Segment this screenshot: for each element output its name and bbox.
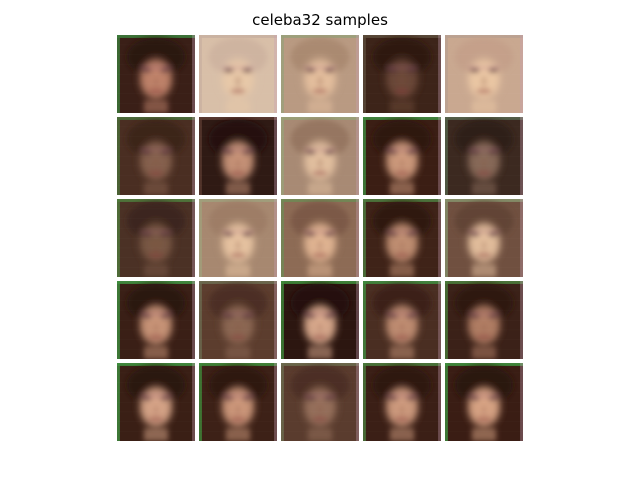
generated-face-sample [445,117,523,195]
generated-face-sample [445,363,523,441]
face-image [117,363,195,441]
sample-grid [117,35,523,441]
face-image [363,35,441,113]
face-image [281,281,359,359]
generated-face-sample [117,199,195,277]
generated-face-sample [281,363,359,441]
face-image [199,363,277,441]
generated-face-sample [199,281,277,359]
face-image [199,35,277,113]
generated-face-sample [281,199,359,277]
face-image [445,363,523,441]
face-image [445,281,523,359]
generated-face-sample [281,35,359,113]
generated-face-sample [117,117,195,195]
face-image [199,117,277,195]
generated-face-sample [363,199,441,277]
face-image [363,363,441,441]
face-image [199,199,277,277]
face-image [363,117,441,195]
generated-face-sample [445,281,523,359]
generated-face-sample [199,199,277,277]
generated-face-sample [199,363,277,441]
generated-face-sample [117,35,195,113]
generated-face-sample [445,35,523,113]
generated-face-sample [363,281,441,359]
face-image [363,281,441,359]
generated-face-sample [363,117,441,195]
generated-face-sample [363,363,441,441]
generated-face-sample [281,281,359,359]
figure-title: celeba32 samples [252,11,388,29]
generated-face-sample [117,363,195,441]
generated-face-sample [281,117,359,195]
face-image [281,35,359,113]
generated-face-sample [445,199,523,277]
face-image [117,199,195,277]
face-image [199,281,277,359]
face-image [281,199,359,277]
face-image [363,199,441,277]
generated-face-sample [199,35,277,113]
generated-face-sample [199,117,277,195]
face-image [445,199,523,277]
face-image [117,35,195,113]
face-image [117,117,195,195]
face-image [117,281,195,359]
face-image [281,363,359,441]
face-image [445,117,523,195]
generated-face-sample [117,281,195,359]
face-image [445,35,523,113]
face-image [281,117,359,195]
generated-face-sample [363,35,441,113]
